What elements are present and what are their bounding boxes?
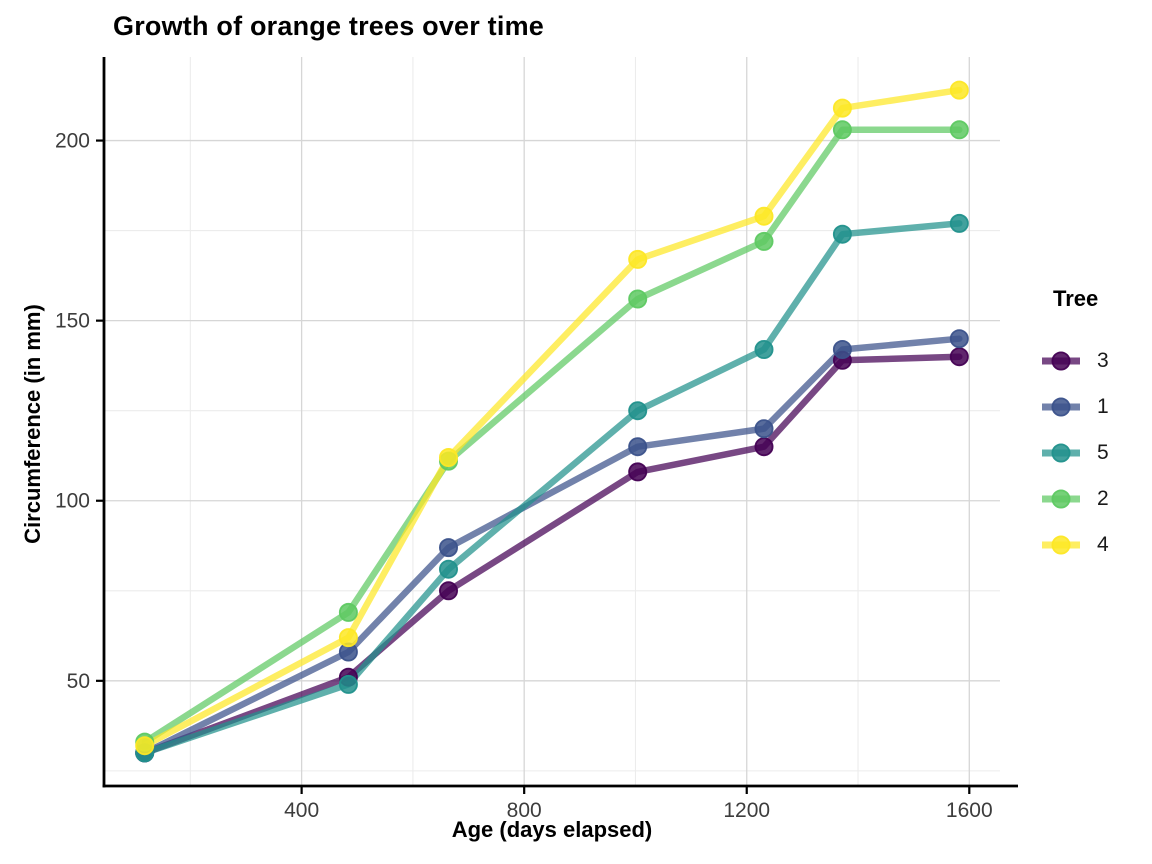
data-point-tree-5 [754,339,774,359]
x-tick-label: 1600 [946,799,993,822]
legend-item-label: 5 [1097,441,1109,464]
legend-key-icon [1042,397,1080,417]
legend-item-label: 1 [1097,395,1109,418]
data-point-tree-5 [338,674,358,694]
data-point-tree-4 [832,98,852,118]
x-tick-label: 800 [507,799,542,822]
y-tick-label: 150 [55,310,90,333]
chart-title: Growth of orange trees over time [113,11,544,41]
data-point-tree-4 [949,80,969,100]
y-axis-title: Circumference (in mm) [20,304,45,544]
series-line-1 [141,335,963,757]
data-point-tree-4 [338,628,358,648]
legend-title: Tree [1053,286,1099,311]
x-tick-label: 400 [284,799,319,822]
series-line-5 [141,220,963,757]
series-line-4 [141,86,963,749]
legend-item-label: 2 [1097,487,1109,510]
legend-item-label: 3 [1097,349,1109,372]
data-point-tree-1 [949,329,969,349]
y-tick-label: 200 [55,130,90,153]
data-point-tree-5 [438,559,458,579]
x-tick-label: 1200 [723,799,770,822]
data-point-tree-4 [438,447,458,467]
legend-item-tree-2: 2 [1040,476,1152,522]
data-point-tree-3 [628,462,648,482]
data-point-tree-5 [628,401,648,421]
data-point-tree-4 [135,736,155,756]
legend-item-tree-4: 4 [1040,522,1152,568]
data-point-tree-2 [832,120,852,140]
data-point-tree-1 [832,339,852,359]
data-point-tree-2 [628,289,648,309]
data-point-tree-4 [628,249,648,269]
legend-key-icon [1042,535,1080,555]
data-point-tree-1 [628,437,648,457]
legend-item-label: 4 [1097,533,1109,556]
legend-item-tree-3: 3 [1040,338,1152,384]
data-point-tree-3 [949,347,969,367]
legend-item-tree-5: 5 [1040,430,1152,476]
y-tick-label: 100 [55,490,90,513]
series-line-2 [141,126,963,746]
x-axis-title: Age (days elapsed) [451,817,653,842]
data-point-tree-3 [754,437,774,457]
legend-key-icon [1042,489,1080,509]
data-point-tree-1 [438,538,458,558]
data-point-tree-2 [949,120,969,140]
legend-key-icon [1042,351,1080,371]
data-point-tree-3 [438,581,458,601]
data-point-tree-4 [754,206,774,226]
legend-items: 3 1 5 2 4 [1040,338,1152,568]
legend-key-icon [1042,443,1080,463]
legend: Tree 3 1 5 2 4 [1040,286,1152,568]
data-point-tree-5 [832,224,852,244]
data-point-tree-2 [754,231,774,251]
data-point-tree-1 [754,419,774,439]
data-point-tree-5 [949,213,969,233]
data-point-tree-2 [338,602,358,622]
legend-item-tree-1: 1 [1040,384,1152,430]
y-tick-label: 50 [67,670,90,693]
